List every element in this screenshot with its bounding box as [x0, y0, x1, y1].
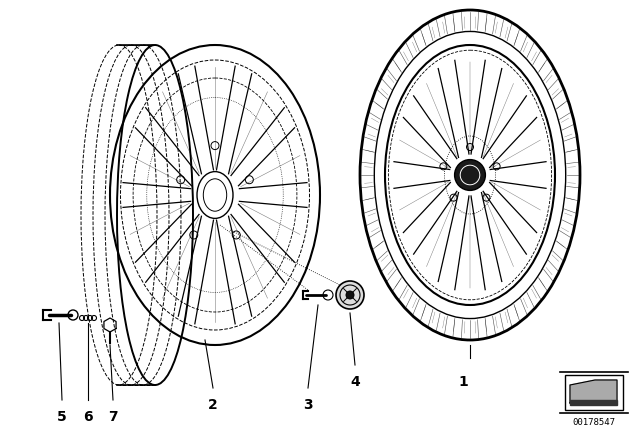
Circle shape — [454, 159, 485, 190]
Text: 00178547: 00178547 — [573, 418, 616, 427]
Polygon shape — [570, 380, 617, 403]
Text: 4: 4 — [350, 375, 360, 389]
Bar — [565, 375, 623, 410]
Text: 7: 7 — [108, 410, 118, 424]
Text: 1: 1 — [458, 375, 468, 389]
Circle shape — [336, 281, 364, 309]
Text: 2: 2 — [208, 398, 218, 412]
Polygon shape — [570, 400, 617, 405]
Circle shape — [346, 291, 354, 299]
Text: 3: 3 — [303, 398, 313, 412]
Text: 6: 6 — [83, 410, 93, 424]
Text: 5: 5 — [57, 410, 67, 424]
